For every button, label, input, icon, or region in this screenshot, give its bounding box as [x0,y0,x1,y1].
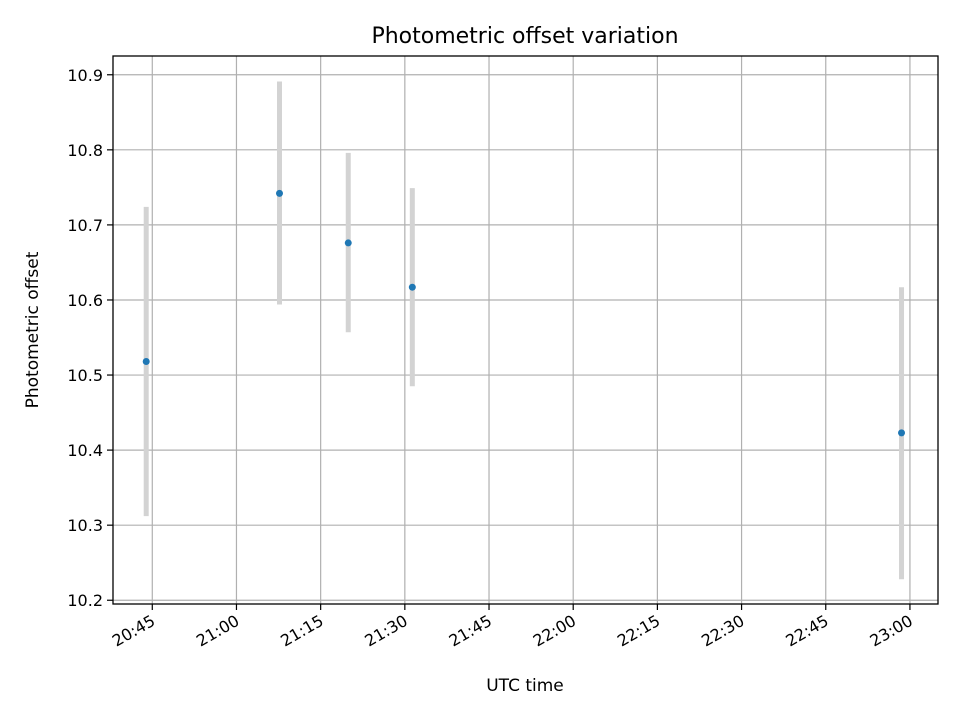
x-tick-label: 22:00 [530,611,579,651]
x-axis-ticks: 20:45 21:00 21:15 21:30 21:45 22:00 22:15 22:30… [109,604,916,651]
y-tick-label: 10.6 [67,291,103,310]
y-tick-label: 10.9 [67,66,103,85]
x-tick-label: 22:30 [698,611,747,651]
x-tick-label: 20:45 [109,611,158,651]
x-tick-label: 21:15 [277,611,326,651]
x-tick-label: 22:45 [782,611,831,651]
x-tick-label: 22:15 [614,611,663,651]
data-points [142,189,906,437]
x-tick-label: 21:30 [361,611,410,651]
y-tick-label: 10.4 [67,441,103,460]
x-tick-label: 21:00 [193,611,242,651]
y-tick-label: 10.8 [67,141,103,160]
y-tick-label: 10.3 [67,516,103,535]
data-point [898,429,906,437]
plot-frame [112,55,939,605]
y-tick-label: 10.7 [67,216,103,235]
x-tick-label: 23:00 [867,611,916,651]
data-point [344,239,352,247]
y-tick-label: 10.2 [67,591,103,610]
error-bars [143,81,905,580]
y-tick-label: 10.5 [67,366,103,385]
data-point [142,358,150,366]
x-tick-label: 21:45 [446,611,495,651]
y-axis-label: Photometric offset [23,251,43,408]
grid [113,56,938,604]
x-axis-label: UTC time [486,676,564,696]
data-point [275,189,283,197]
chart-title: Photometric offset variation [371,24,678,49]
data-point [408,283,416,291]
y-axis-ticks: 10.2 10.3 10.4 10.5 10.6 10.7 10.8 10.9 [67,66,113,610]
